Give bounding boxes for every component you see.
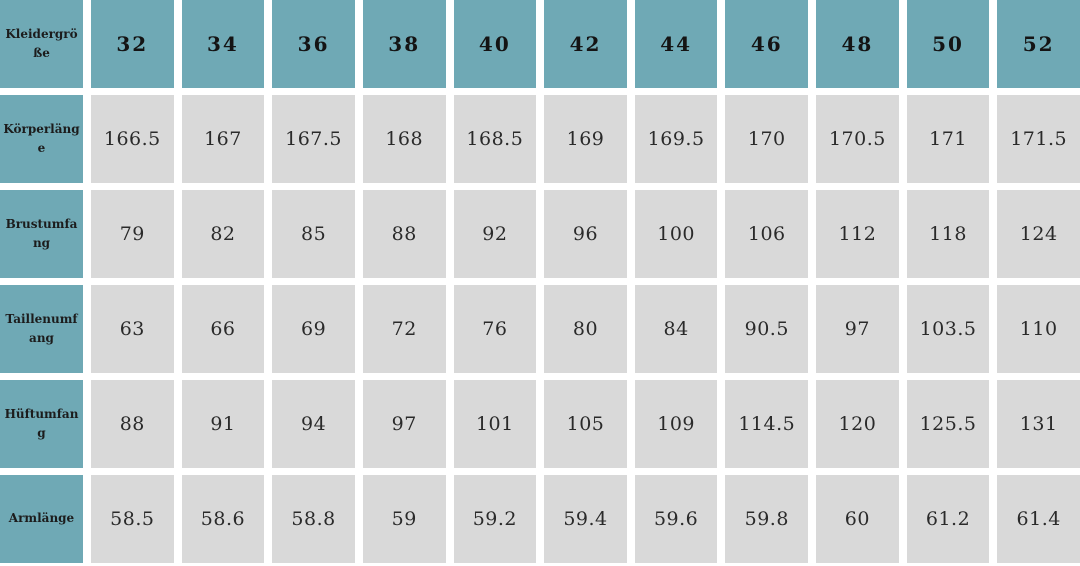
value-cell-brustumfang-38: 88: [362, 190, 446, 278]
value-cell-armlänge-52: 61.4: [997, 475, 1080, 563]
value-cell-brustumfang-50: 118: [906, 190, 990, 278]
size-header-50: 50: [906, 0, 990, 88]
corner-header-cell: Kleidergröße: [0, 0, 83, 88]
value-cell-armlänge-50: 61.2: [906, 475, 990, 563]
value-cell-armlänge-42: 59.4: [544, 475, 627, 563]
value-cell-körperlänge-32: 166.5: [91, 95, 174, 183]
value-cell-taillenumfang-42: 80: [544, 285, 627, 373]
size-header-46: 46: [725, 0, 809, 88]
value-cell-taillenumfang-34: 66: [181, 285, 265, 373]
size-header-40: 40: [453, 0, 537, 88]
value-cell-körperlänge-40: 168.5: [453, 95, 537, 183]
size-header-36: 36: [272, 0, 355, 88]
value-cell-armlänge-48: 60: [816, 475, 899, 563]
value-cell-taillenumfang-38: 72: [362, 285, 446, 373]
value-cell-körperlänge-44: 169.5: [634, 95, 718, 183]
size-header-48: 48: [816, 0, 899, 88]
value-cell-brustumfang-32: 79: [91, 190, 174, 278]
value-cell-körperlänge-34: 167: [181, 95, 265, 183]
value-cell-armlänge-36: 58.8: [272, 475, 355, 563]
value-cell-hüftumfang-48: 120: [816, 380, 899, 468]
value-cell-körperlänge-38: 168: [362, 95, 446, 183]
value-cell-hüftumfang-52: 131: [997, 380, 1080, 468]
value-cell-brustumfang-36: 85: [272, 190, 355, 278]
value-cell-taillenumfang-44: 84: [634, 285, 718, 373]
value-cell-hüftumfang-42: 105: [544, 380, 627, 468]
row-label-körperlänge: Körperlänge: [0, 95, 83, 183]
value-cell-hüftumfang-46: 114.5: [725, 380, 809, 468]
size-header-38: 38: [362, 0, 446, 88]
value-cell-körperlänge-46: 170: [725, 95, 809, 183]
value-cell-körperlänge-48: 170.5: [816, 95, 899, 183]
value-cell-hüftumfang-34: 91: [181, 380, 265, 468]
value-cell-armlänge-38: 59: [362, 475, 446, 563]
value-cell-brustumfang-48: 112: [816, 190, 899, 278]
row-label-taillenumfang: Taillenumfang: [0, 285, 83, 373]
row-label-brustumfang: Brustumfang: [0, 190, 83, 278]
value-cell-taillenumfang-32: 63: [91, 285, 174, 373]
size-header-32: 32: [91, 0, 174, 88]
value-cell-armlänge-46: 59.8: [725, 475, 809, 563]
value-cell-armlänge-40: 59.2: [453, 475, 537, 563]
value-cell-hüftumfang-38: 97: [362, 380, 446, 468]
value-cell-brustumfang-44: 100: [634, 190, 718, 278]
row-label-armlänge: Armlänge: [0, 475, 83, 563]
value-cell-brustumfang-52: 124: [997, 190, 1080, 278]
value-cell-brustumfang-46: 106: [725, 190, 809, 278]
size-header-44: 44: [634, 0, 718, 88]
value-cell-armlänge-32: 58.5: [91, 475, 174, 563]
value-cell-hüftumfang-40: 101: [453, 380, 537, 468]
value-cell-brustumfang-40: 92: [453, 190, 537, 278]
size-header-52: 52: [997, 0, 1080, 88]
value-cell-hüftumfang-32: 88: [91, 380, 174, 468]
value-cell-hüftumfang-44: 109: [634, 380, 718, 468]
value-cell-taillenumfang-36: 69: [272, 285, 355, 373]
value-cell-taillenumfang-40: 76: [453, 285, 537, 373]
value-cell-hüftumfang-50: 125.5: [906, 380, 990, 468]
value-cell-armlänge-44: 59.6: [634, 475, 718, 563]
value-cell-taillenumfang-48: 97: [816, 285, 899, 373]
size-header-34: 34: [181, 0, 265, 88]
value-cell-taillenumfang-50: 103.5: [906, 285, 990, 373]
value-cell-körperlänge-52: 171.5: [997, 95, 1080, 183]
row-label-hüftumfang: Hüftumfang: [0, 380, 83, 468]
value-cell-armlänge-34: 58.6: [181, 475, 265, 563]
value-cell-brustumfang-34: 82: [181, 190, 265, 278]
value-cell-körperlänge-42: 169: [544, 95, 627, 183]
value-cell-hüftumfang-36: 94: [272, 380, 355, 468]
value-cell-körperlänge-36: 167.5: [272, 95, 355, 183]
value-cell-brustumfang-42: 96: [544, 190, 627, 278]
value-cell-taillenumfang-46: 90.5: [725, 285, 809, 373]
size-header-42: 42: [544, 0, 627, 88]
value-cell-körperlänge-50: 171: [906, 95, 990, 183]
value-cell-taillenumfang-52: 110: [997, 285, 1080, 373]
